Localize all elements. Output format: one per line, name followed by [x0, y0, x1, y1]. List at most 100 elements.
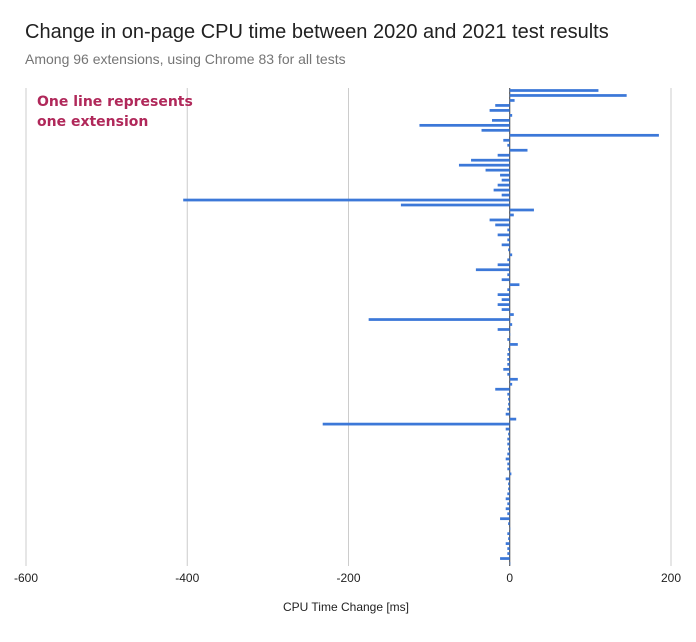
- annotation: One line represents one extension: [37, 92, 193, 132]
- bar: [507, 228, 510, 232]
- bar: [497, 183, 510, 187]
- bar: [509, 417, 517, 421]
- bar: [508, 487, 510, 491]
- bar: [497, 263, 510, 267]
- bar: [508, 447, 510, 451]
- bar: [507, 437, 510, 441]
- bar: [505, 427, 510, 431]
- bar: [497, 328, 510, 331]
- x-tick-labels: -600 -400 -200 0 200: [14, 571, 681, 585]
- bar: [497, 153, 510, 157]
- bar: [492, 118, 510, 122]
- x-tick-label: -200: [336, 571, 360, 585]
- bar: [507, 492, 510, 496]
- bar: [509, 89, 599, 92]
- bar: [505, 497, 510, 501]
- bar: [507, 273, 510, 277]
- bar: [400, 203, 510, 207]
- bar: [509, 313, 514, 316]
- bar: [501, 298, 510, 301]
- x-tick-label: 200: [661, 571, 681, 585]
- bar: [501, 243, 510, 247]
- bar: [497, 293, 510, 297]
- bar: [501, 178, 510, 182]
- bar: [509, 114, 513, 117]
- bar: [500, 517, 510, 521]
- bar: [419, 123, 510, 127]
- bar: [507, 442, 510, 446]
- bar: [507, 407, 510, 411]
- bar: [507, 238, 510, 242]
- bar: [471, 158, 510, 162]
- bar: [497, 303, 510, 306]
- bar: [508, 482, 510, 486]
- chart-title: Change in on-page CPU time between 2020 …: [25, 21, 609, 43]
- bar: [507, 512, 510, 516]
- bar: [507, 392, 510, 396]
- bar: [507, 353, 510, 356]
- bar: [481, 128, 510, 132]
- bar: [509, 562, 511, 565]
- bar: [507, 462, 510, 466]
- bar: [500, 557, 510, 560]
- bar: [509, 382, 513, 386]
- bar: [505, 507, 510, 511]
- x-tick-label: -600: [14, 571, 38, 585]
- bar: [507, 357, 510, 361]
- bar: [507, 532, 510, 536]
- annotation-line-2: one extension: [37, 114, 149, 130]
- bar: [505, 542, 510, 545]
- bar: [507, 552, 510, 555]
- bar: [505, 477, 510, 481]
- bar: [507, 258, 510, 262]
- bar: [508, 348, 510, 351]
- annotation-line-1: One line represents: [37, 94, 193, 110]
- bar: [508, 402, 510, 406]
- bar: [495, 387, 510, 391]
- bar: [507, 288, 510, 292]
- bar: [508, 522, 510, 526]
- bar: [485, 168, 510, 172]
- bar: [500, 173, 510, 177]
- bar: [501, 193, 510, 197]
- bar: [509, 323, 513, 326]
- bar: [509, 283, 520, 287]
- bar: [507, 467, 510, 471]
- bar: [322, 422, 510, 426]
- chart-subtitle: Among 96 extensions, using Chrome 83 for…: [25, 51, 346, 67]
- bar: [489, 218, 510, 222]
- bar: [501, 278, 510, 282]
- bar: [505, 457, 510, 461]
- bar: [507, 502, 510, 506]
- bar: [508, 397, 510, 401]
- bar: [509, 213, 514, 217]
- bar: [509, 94, 627, 97]
- bar: [475, 268, 510, 272]
- bar: [509, 527, 511, 531]
- bar: [505, 412, 510, 416]
- x-tick-label: 0: [506, 571, 513, 585]
- bar: [507, 143, 510, 147]
- gridlines: [25, 88, 672, 566]
- bar: [509, 133, 659, 137]
- x-tick-label: -400: [175, 571, 199, 585]
- bar: [495, 104, 510, 107]
- bar: [507, 452, 510, 456]
- x-axis-label: CPU Time Change [ms]: [283, 600, 409, 614]
- bar: [509, 333, 511, 336]
- bar: [509, 377, 518, 381]
- bar: [509, 472, 512, 476]
- bar: [509, 148, 528, 152]
- bar: [507, 362, 510, 366]
- bar: [508, 537, 510, 540]
- bar: [509, 343, 518, 346]
- bars: [183, 89, 659, 565]
- bar: [509, 208, 534, 212]
- bar: [501, 308, 510, 311]
- bar: [368, 318, 510, 321]
- bar: [509, 99, 515, 102]
- bar: [183, 198, 510, 202]
- bar: [503, 138, 510, 142]
- bar: [458, 163, 510, 167]
